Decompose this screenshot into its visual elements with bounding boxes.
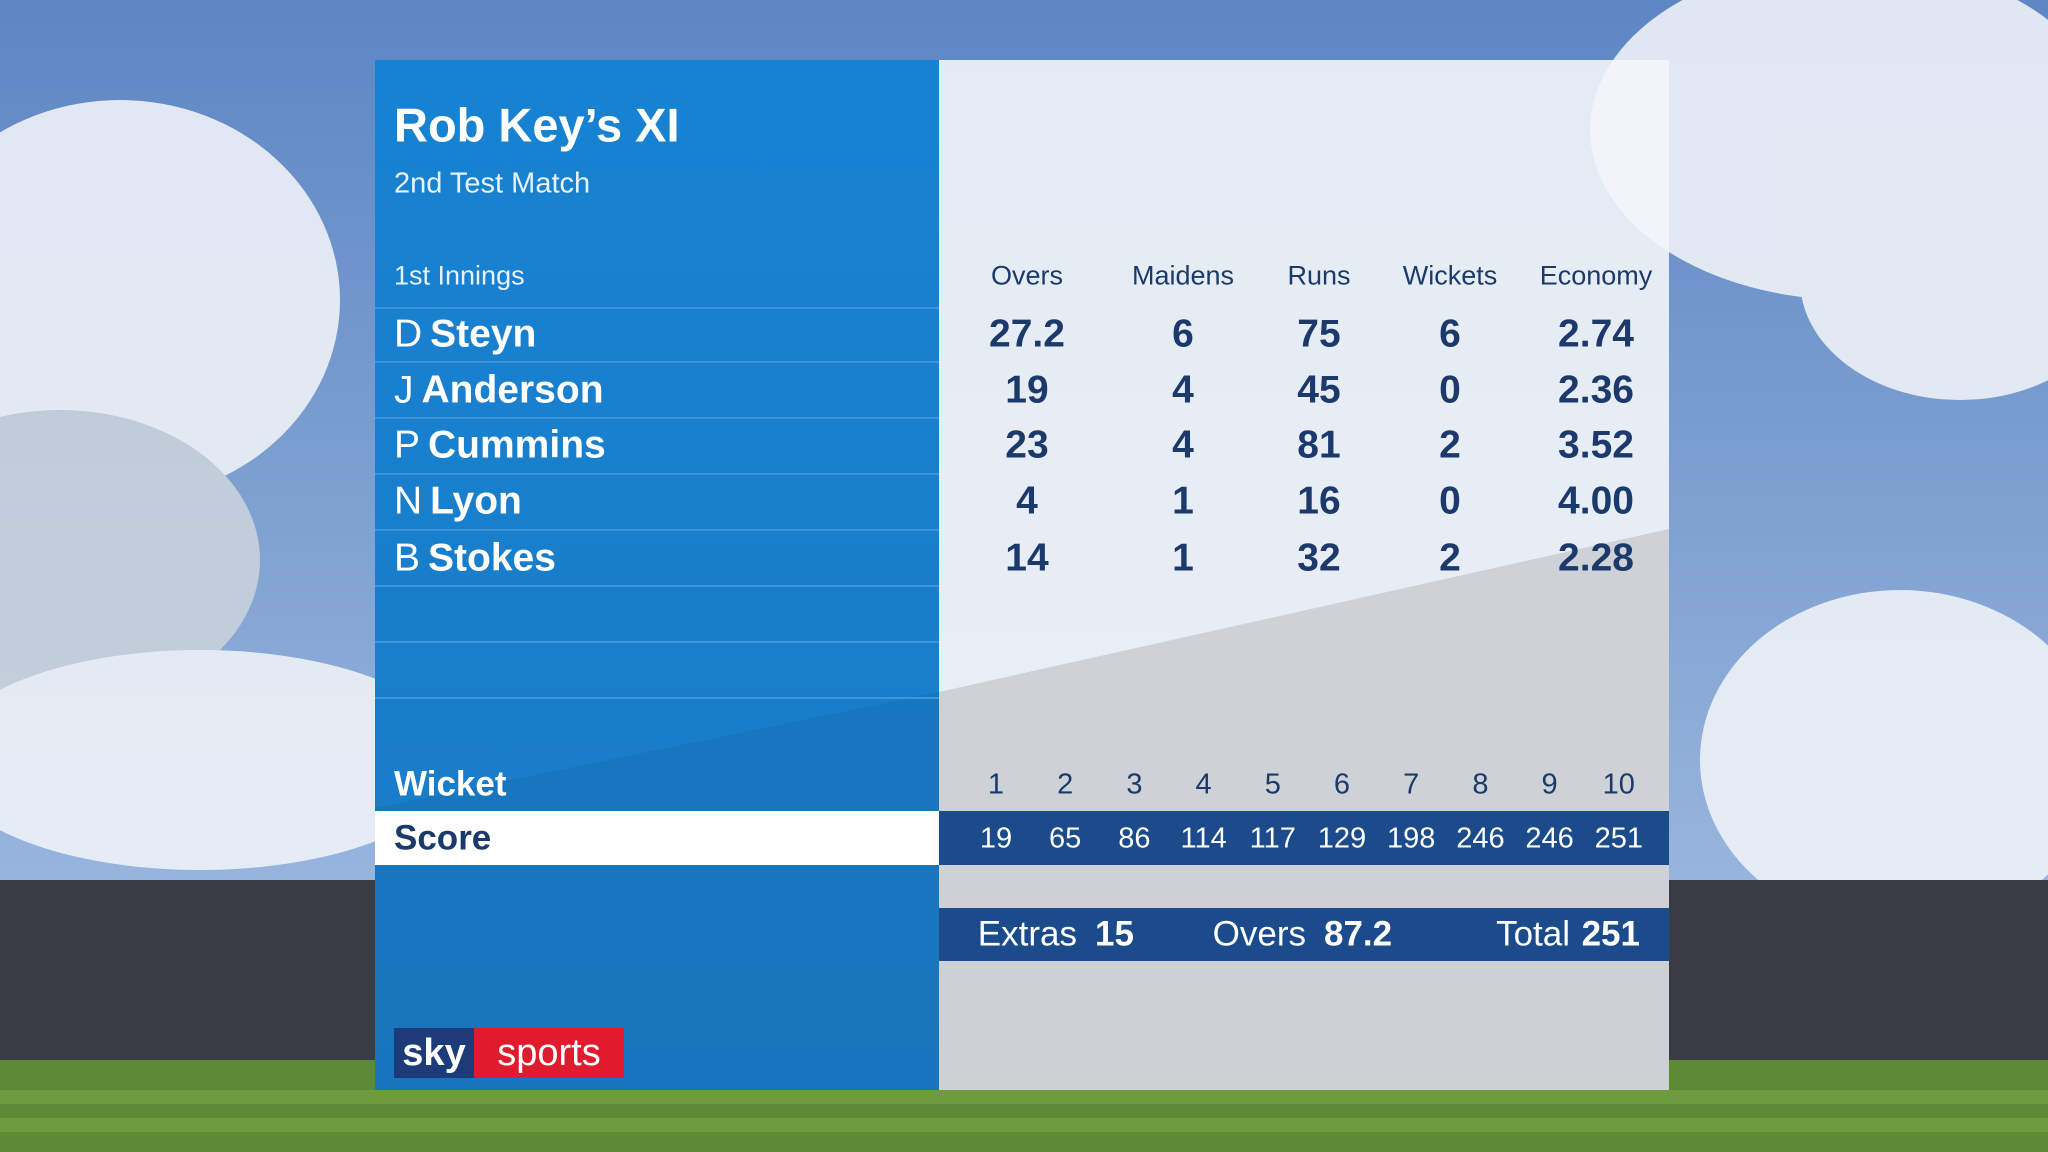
wicket-number: 9 — [1541, 768, 1558, 801]
column-header: Wickets — [1402, 260, 1498, 291]
logo-sky: sky — [402, 1032, 466, 1074]
wicket-score: 65 — [1049, 822, 1082, 855]
stat-cell: 14 — [1005, 536, 1049, 580]
stat-cell: 75 — [1297, 312, 1341, 356]
column-header: Economy — [1539, 260, 1653, 291]
extras-label: Extras — [977, 914, 1077, 954]
bowler-surname: Cummins — [428, 423, 606, 467]
column-header: Maidens — [1131, 260, 1235, 291]
stat-cell: 19 — [1005, 368, 1049, 412]
stat-cell: 4 — [1016, 479, 1038, 523]
total-label: Total — [1496, 914, 1570, 954]
stat-cell: 0 — [1439, 368, 1461, 412]
wicket-score: 19 — [979, 822, 1013, 855]
overs-value: 87.2 — [1324, 914, 1393, 954]
overs-label: Overs — [1212, 914, 1306, 954]
subtitle: 2nd Test Match — [394, 167, 591, 200]
wicket-number: 6 — [1333, 768, 1351, 801]
wicket-number: 5 — [1264, 768, 1281, 801]
wicket-number: 7 — [1403, 768, 1420, 801]
stat-cell: 3.52 — [1558, 423, 1634, 467]
stat-cell: 4.00 — [1558, 479, 1634, 523]
extras-value: 15 — [1095, 914, 1134, 954]
stat-cell: 2.36 — [1558, 368, 1634, 412]
bowler-surname: Anderson — [421, 368, 604, 412]
stat-cell: 0 — [1439, 479, 1461, 523]
bowler-initial: B — [394, 536, 421, 580]
stat-cell: 2 — [1439, 423, 1461, 467]
wicket-number: 1 — [987, 768, 1005, 801]
stat-cell: 2.28 — [1558, 536, 1634, 580]
title: Rob Key’s XI — [394, 98, 680, 152]
wicket-score: 114 — [1180, 822, 1227, 855]
wicket-score: 198 — [1386, 822, 1436, 855]
stat-cell: 2.74 — [1558, 312, 1634, 356]
stat-cell: 1 — [1172, 536, 1194, 580]
wicket-number: 10 — [1602, 768, 1635, 801]
column-header: Overs — [990, 260, 1064, 291]
logo-sports: sports — [497, 1032, 601, 1074]
wicket-score: 129 — [1317, 822, 1367, 855]
wicket-score: 246 — [1525, 822, 1574, 855]
bowler-surname: Stokes — [428, 536, 556, 580]
wicket-score: 251 — [1594, 822, 1643, 855]
stat-cell: 2 — [1439, 536, 1461, 580]
total-value: 251 — [1581, 914, 1640, 954]
wicket-score: 117 — [1249, 822, 1296, 855]
wicket-score: 86 — [1118, 822, 1151, 855]
wicket-number: 2 — [1057, 768, 1074, 801]
bowler-initial: N — [394, 479, 423, 523]
wicket-number: 8 — [1472, 768, 1489, 801]
bowler-surname: Steyn — [430, 312, 537, 356]
score-label: Score — [394, 818, 492, 858]
stat-cell: 81 — [1297, 423, 1341, 467]
stat-cell: 4 — [1172, 368, 1194, 412]
stat-cell: 6 — [1439, 312, 1461, 356]
stat-cell: 27.2 — [989, 312, 1065, 356]
innings-label: 1st Innings — [394, 260, 525, 291]
stat-cell: 23 — [1005, 423, 1049, 467]
stat-cell: 45 — [1297, 368, 1341, 412]
bowler-initial: J — [394, 368, 414, 412]
bowler-surname: Lyon — [430, 479, 522, 523]
bowler-initial: P — [394, 423, 421, 467]
stat-cell: 4 — [1172, 423, 1194, 467]
stat-cell: 16 — [1297, 479, 1341, 523]
column-header: Runs — [1287, 260, 1351, 291]
wicket-number: 3 — [1126, 768, 1143, 801]
stat-cell: 1 — [1172, 479, 1194, 523]
stat-cell: 32 — [1297, 536, 1341, 580]
wicket-number: 4 — [1195, 768, 1212, 801]
wicket-label: Wicket — [394, 764, 507, 804]
stat-cell: 6 — [1172, 312, 1194, 356]
wicket-score: 246 — [1456, 822, 1505, 855]
bowler-initial: D — [394, 312, 423, 356]
